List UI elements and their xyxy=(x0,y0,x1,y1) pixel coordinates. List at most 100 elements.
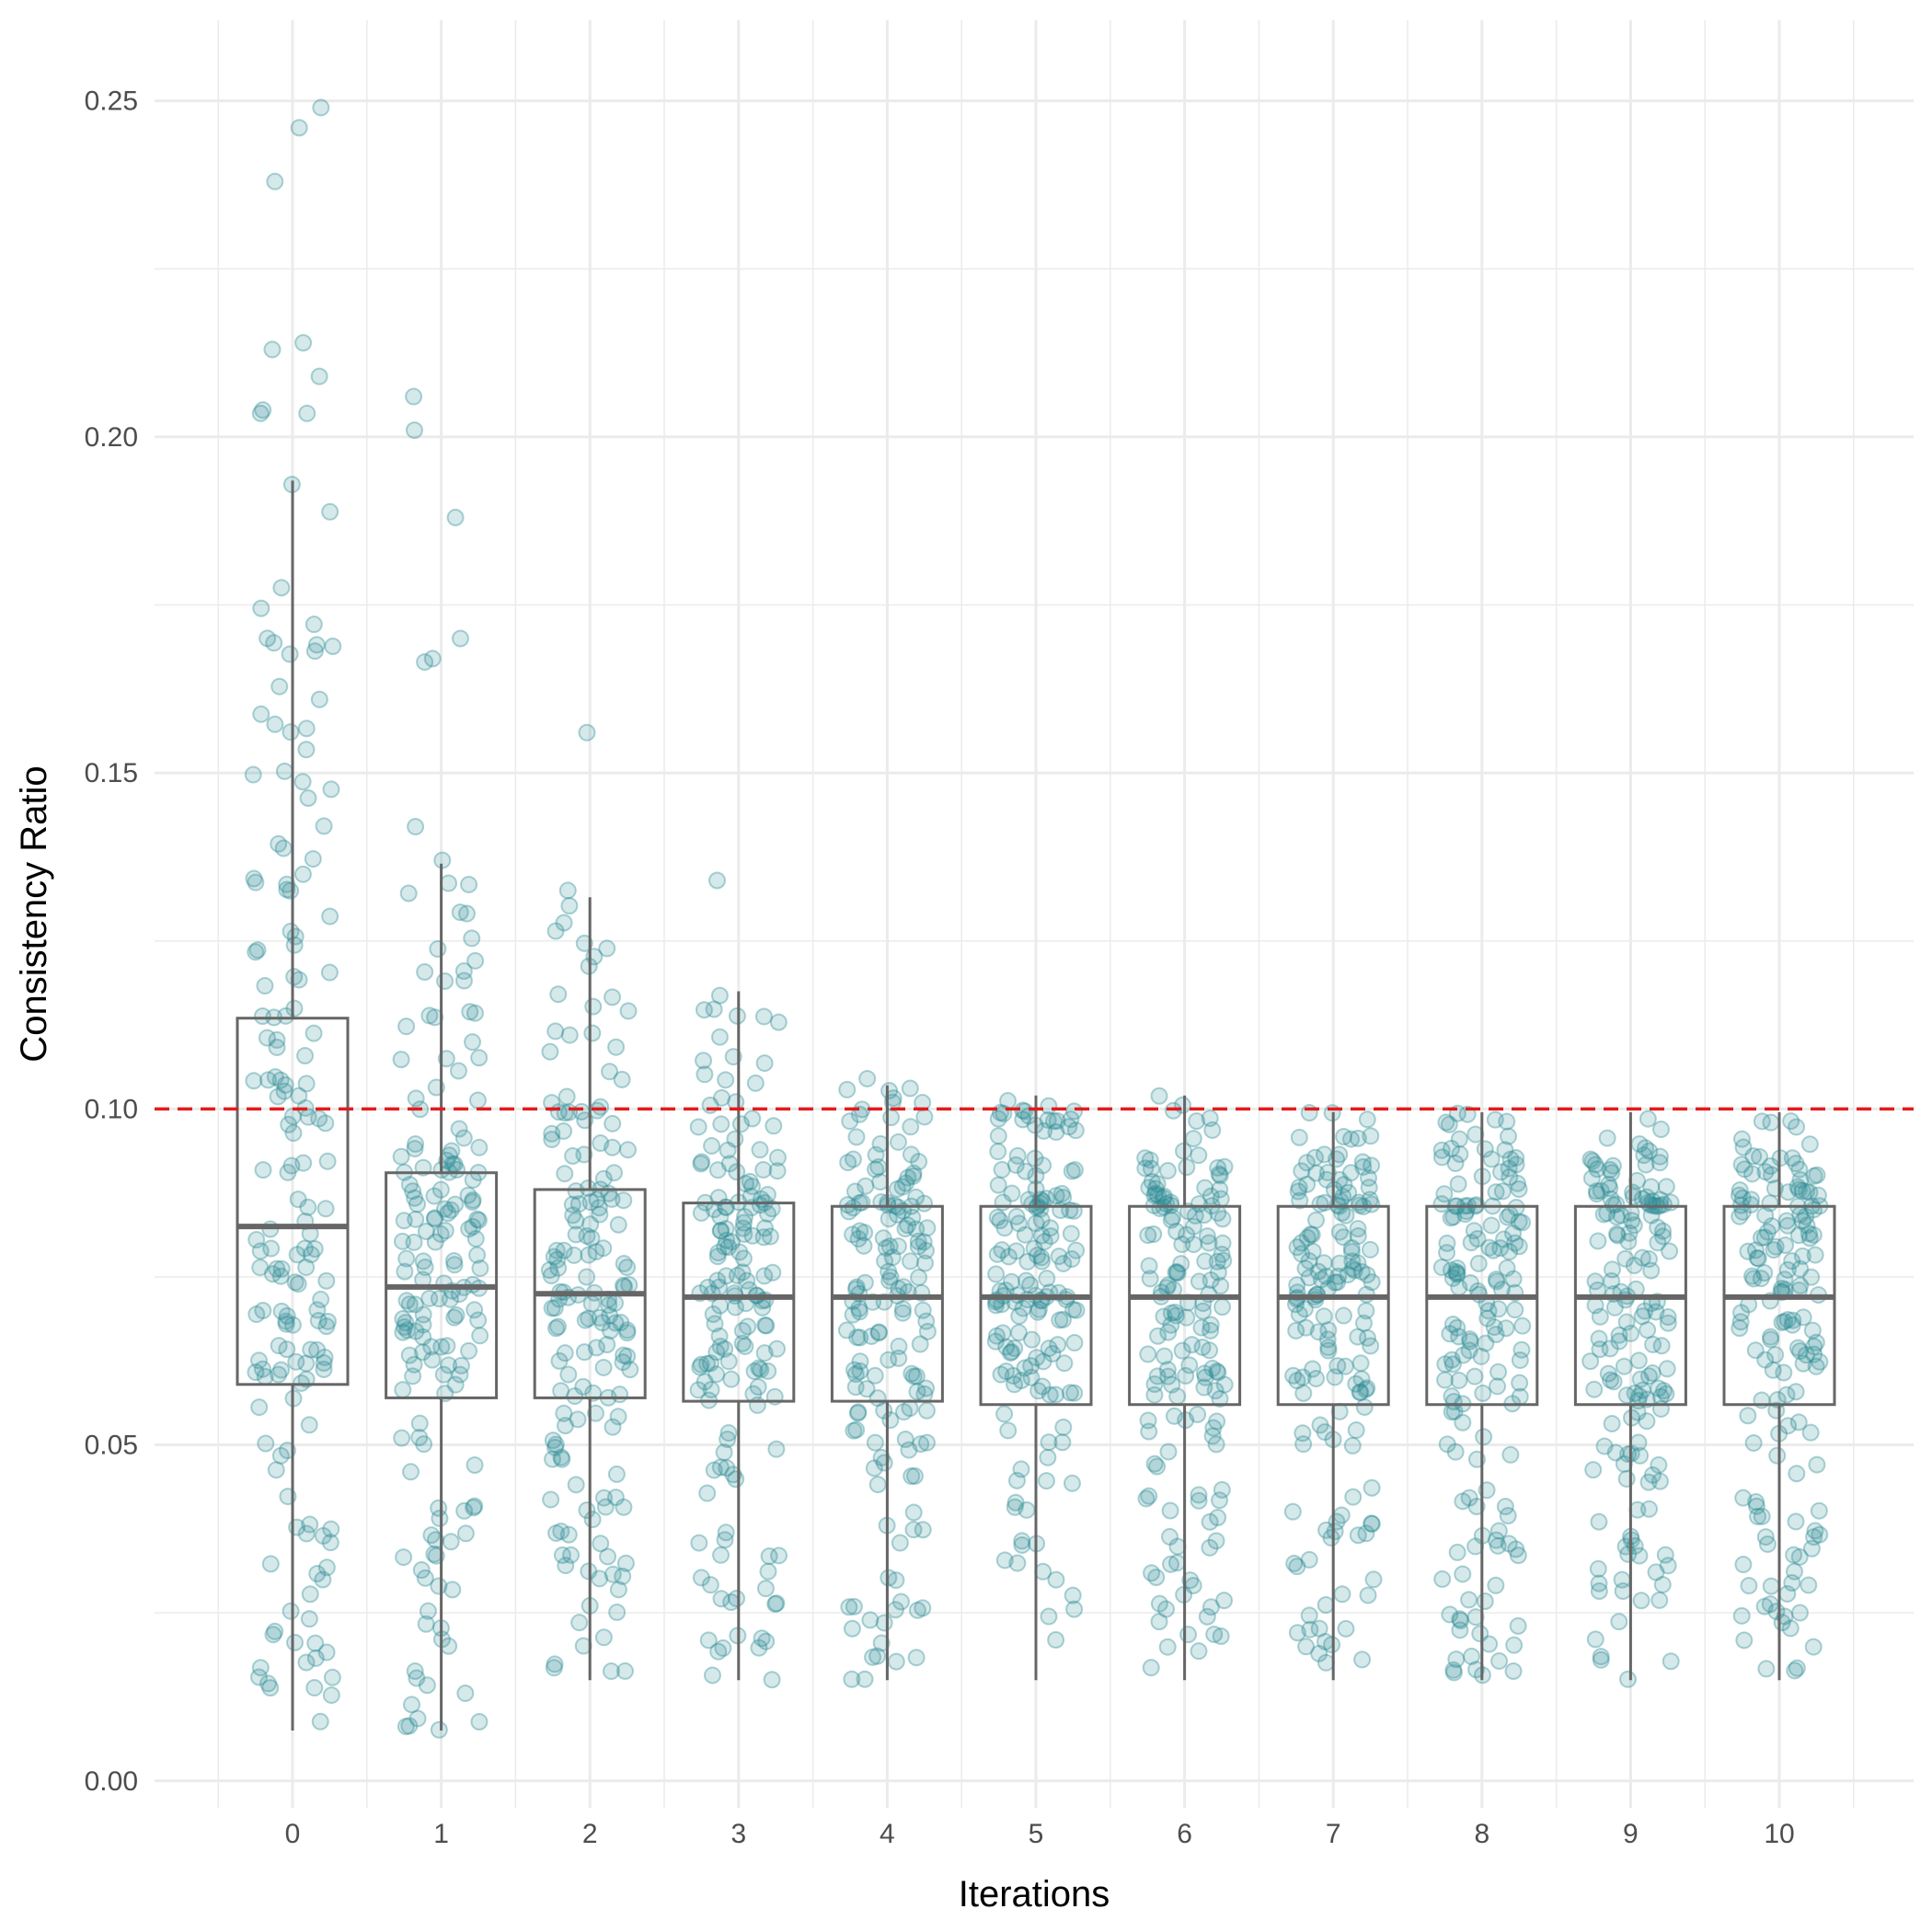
data-point xyxy=(321,1534,339,1552)
data-point xyxy=(1755,1264,1774,1282)
data-point xyxy=(609,1408,627,1426)
data-point xyxy=(757,1317,776,1335)
data-point xyxy=(1622,1324,1640,1342)
data-point xyxy=(1598,1129,1616,1147)
data-point xyxy=(992,1365,1010,1384)
data-point xyxy=(1295,1300,1314,1318)
data-point xyxy=(261,1679,280,1697)
data-point xyxy=(1619,1670,1638,1688)
data-point xyxy=(452,1356,470,1374)
data-point xyxy=(322,1520,340,1538)
data-point xyxy=(594,1358,613,1376)
data-point xyxy=(540,1261,558,1280)
data-point xyxy=(1437,1113,1455,1132)
data-point xyxy=(882,1109,901,1127)
data-point xyxy=(317,1643,336,1662)
data-point xyxy=(615,1498,633,1516)
data-point xyxy=(1800,1135,1819,1154)
data-point xyxy=(1511,1351,1529,1369)
box xyxy=(830,1204,944,1403)
data-point xyxy=(578,723,596,742)
data-point xyxy=(910,1153,928,1171)
data-point xyxy=(1007,1242,1026,1260)
data-point xyxy=(1189,1405,1207,1423)
data-point xyxy=(469,1311,488,1329)
data-point xyxy=(1315,1254,1333,1272)
data-point xyxy=(1631,1446,1650,1465)
data-point xyxy=(404,1182,422,1201)
data-point xyxy=(1800,1229,1819,1248)
data-point xyxy=(706,1315,724,1333)
data-point xyxy=(413,1343,431,1362)
data-point xyxy=(1806,1522,1824,1540)
data-point xyxy=(1357,1524,1375,1543)
data-point xyxy=(586,1404,604,1422)
data-point xyxy=(896,1431,914,1449)
box xyxy=(236,1017,350,1386)
data-point xyxy=(1615,1357,1633,1375)
data-point xyxy=(542,1490,560,1509)
data-point xyxy=(719,1424,738,1443)
data-point xyxy=(400,1176,419,1194)
data-point xyxy=(402,1696,420,1714)
data-point xyxy=(1307,1164,1326,1182)
data-point xyxy=(284,1124,303,1143)
data-point xyxy=(748,1396,766,1414)
data-point xyxy=(917,1312,936,1330)
data-point xyxy=(1629,1351,1648,1370)
data-point xyxy=(869,1323,888,1341)
data-point xyxy=(1599,1364,1617,1383)
data-point xyxy=(714,1639,732,1657)
data-point xyxy=(1014,1110,1032,1129)
data-point xyxy=(1211,1389,1229,1408)
data-point xyxy=(1202,1598,1220,1616)
data-point xyxy=(1364,1570,1383,1589)
data-point xyxy=(880,1210,898,1228)
data-point xyxy=(1510,1213,1528,1231)
data-point xyxy=(1140,1487,1158,1505)
data-point xyxy=(1601,1161,1619,1179)
data-point xyxy=(1485,1317,1503,1336)
data-point xyxy=(851,1352,869,1371)
data-point xyxy=(555,1121,573,1140)
data-point xyxy=(1807,1357,1825,1375)
data-point xyxy=(543,1094,561,1112)
data-point xyxy=(1159,1276,1178,1294)
data-point xyxy=(301,1585,319,1604)
data-point xyxy=(546,1655,564,1673)
data-point xyxy=(893,1178,912,1196)
data-point xyxy=(416,1259,434,1277)
data-point xyxy=(587,1339,605,1357)
data-point xyxy=(276,1075,294,1094)
data-point xyxy=(604,1565,622,1583)
data-point xyxy=(1196,1368,1214,1386)
data-point xyxy=(263,340,282,359)
x-tick-label: 4 xyxy=(880,1819,895,1849)
data-point xyxy=(251,1259,270,1277)
data-point xyxy=(407,1134,425,1153)
data-point xyxy=(1002,1272,1020,1291)
data-point xyxy=(1288,1238,1306,1257)
data-point xyxy=(1041,1219,1060,1237)
data-point xyxy=(417,1615,435,1633)
data-point xyxy=(1178,1158,1196,1177)
data-point xyxy=(471,1259,489,1278)
data-point xyxy=(723,1233,742,1251)
data-point xyxy=(1746,1341,1765,1360)
data-point xyxy=(1352,1262,1371,1281)
data-point xyxy=(1168,1264,1187,1282)
data-point xyxy=(880,1271,899,1290)
data-point xyxy=(705,1000,723,1018)
data-point xyxy=(1350,1193,1368,1212)
data-point xyxy=(851,1362,869,1380)
data-point xyxy=(1161,1501,1179,1520)
data-point xyxy=(1201,1109,1219,1127)
data-point xyxy=(1358,1110,1376,1129)
data-point xyxy=(849,1229,868,1248)
data-point xyxy=(601,1306,619,1325)
data-point xyxy=(1441,1605,1459,1624)
data-point xyxy=(876,1252,894,1271)
data-point xyxy=(430,1290,448,1308)
data-point xyxy=(986,1332,1005,1351)
